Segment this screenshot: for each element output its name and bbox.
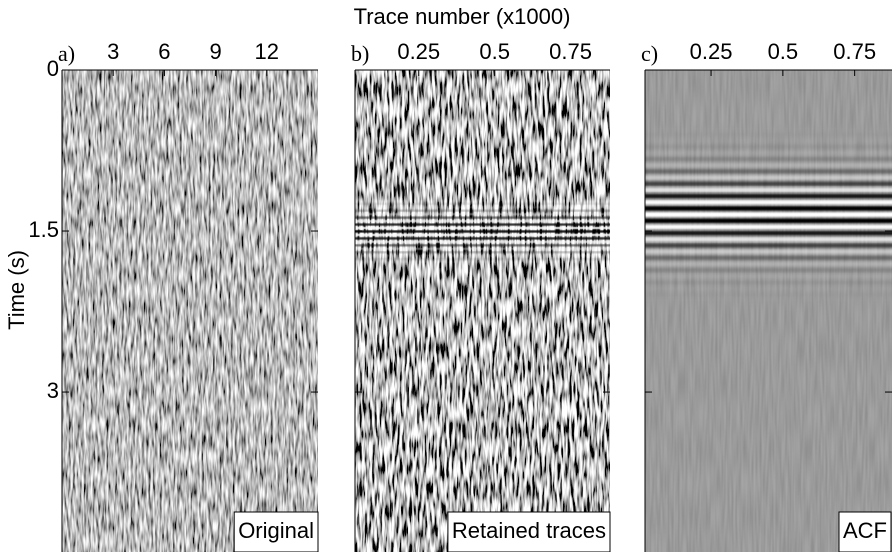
- x-tick-label: 0.75: [549, 39, 592, 64]
- panel-label: a): [58, 41, 75, 66]
- reflection-band: [355, 200, 610, 263]
- x-tick-label: 9: [209, 39, 221, 64]
- panel: 0.25 0.5 0.75 c) ACF: [641, 39, 892, 552]
- y-axis-title: Time (s): [4, 250, 29, 330]
- inset-label: ACF: [843, 518, 887, 543]
- x-tick-label: 0.5: [479, 39, 510, 64]
- x-tick-label: 0.75: [833, 39, 876, 64]
- inset-label: Retained traces: [452, 518, 606, 543]
- x-tick-label: 6: [158, 39, 170, 64]
- x-axis-title: Trace number (x1000): [354, 4, 571, 29]
- inset-label: Original: [238, 518, 314, 543]
- x-tick-label: 3: [107, 39, 119, 64]
- acf-band: [645, 127, 892, 302]
- x-tick-label: 0.5: [768, 39, 799, 64]
- seismic-image: [62, 70, 318, 552]
- x-tick-label: 12: [255, 39, 279, 64]
- inset-label-box: [838, 511, 892, 552]
- inset-label-box: [447, 511, 611, 552]
- seismic-image: [355, 70, 610, 552]
- panel: 3 6 9 12 0 1.5 3 a) Original: [28, 39, 319, 552]
- panel-label: b): [351, 41, 369, 66]
- inset-label-box: [233, 511, 319, 552]
- x-tick-label: 0.25: [690, 39, 733, 64]
- y-tick-label: 1.5: [28, 217, 59, 242]
- x-tick-label: 0.25: [397, 39, 440, 64]
- panel: 0.25 0.5 0.75 b) Retained traces: [351, 39, 611, 552]
- y-tick-label: 3: [47, 378, 59, 403]
- panel-label: c): [641, 41, 658, 66]
- y-tick-label: 0: [47, 56, 59, 81]
